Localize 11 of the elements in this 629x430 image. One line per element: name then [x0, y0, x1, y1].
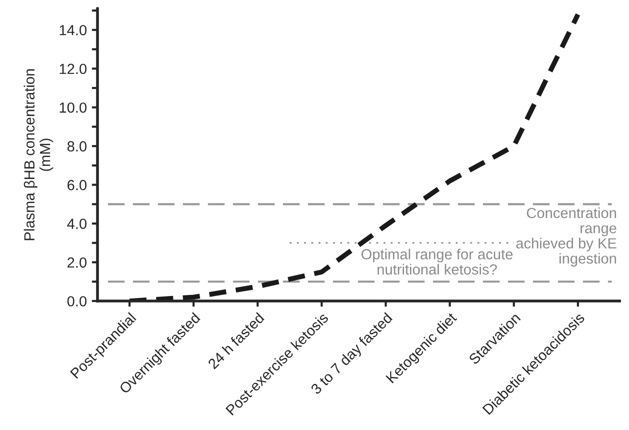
- y-tick-label: 12.0: [60, 64, 87, 74]
- y-tick-label: 10.0: [60, 102, 87, 113]
- y-tick-label: 8.0: [67, 141, 87, 152]
- y-axis-title: Plasma βHB concentration (mM): [24, 69, 54, 240]
- y-tick-label: 6.0: [68, 180, 87, 190]
- ref-line-label: Optimal range for acute nutritional ketosis?: [362, 248, 513, 275]
- annotation: Concentration range achieved by KE ingestion: [516, 207, 616, 267]
- y-tick-label: 0.0: [67, 296, 87, 306]
- y-tick-label: 14.0: [60, 25, 87, 36]
- y-tick-label: 2.0: [68, 257, 87, 268]
- y-tick-label: 4.0: [67, 218, 87, 229]
